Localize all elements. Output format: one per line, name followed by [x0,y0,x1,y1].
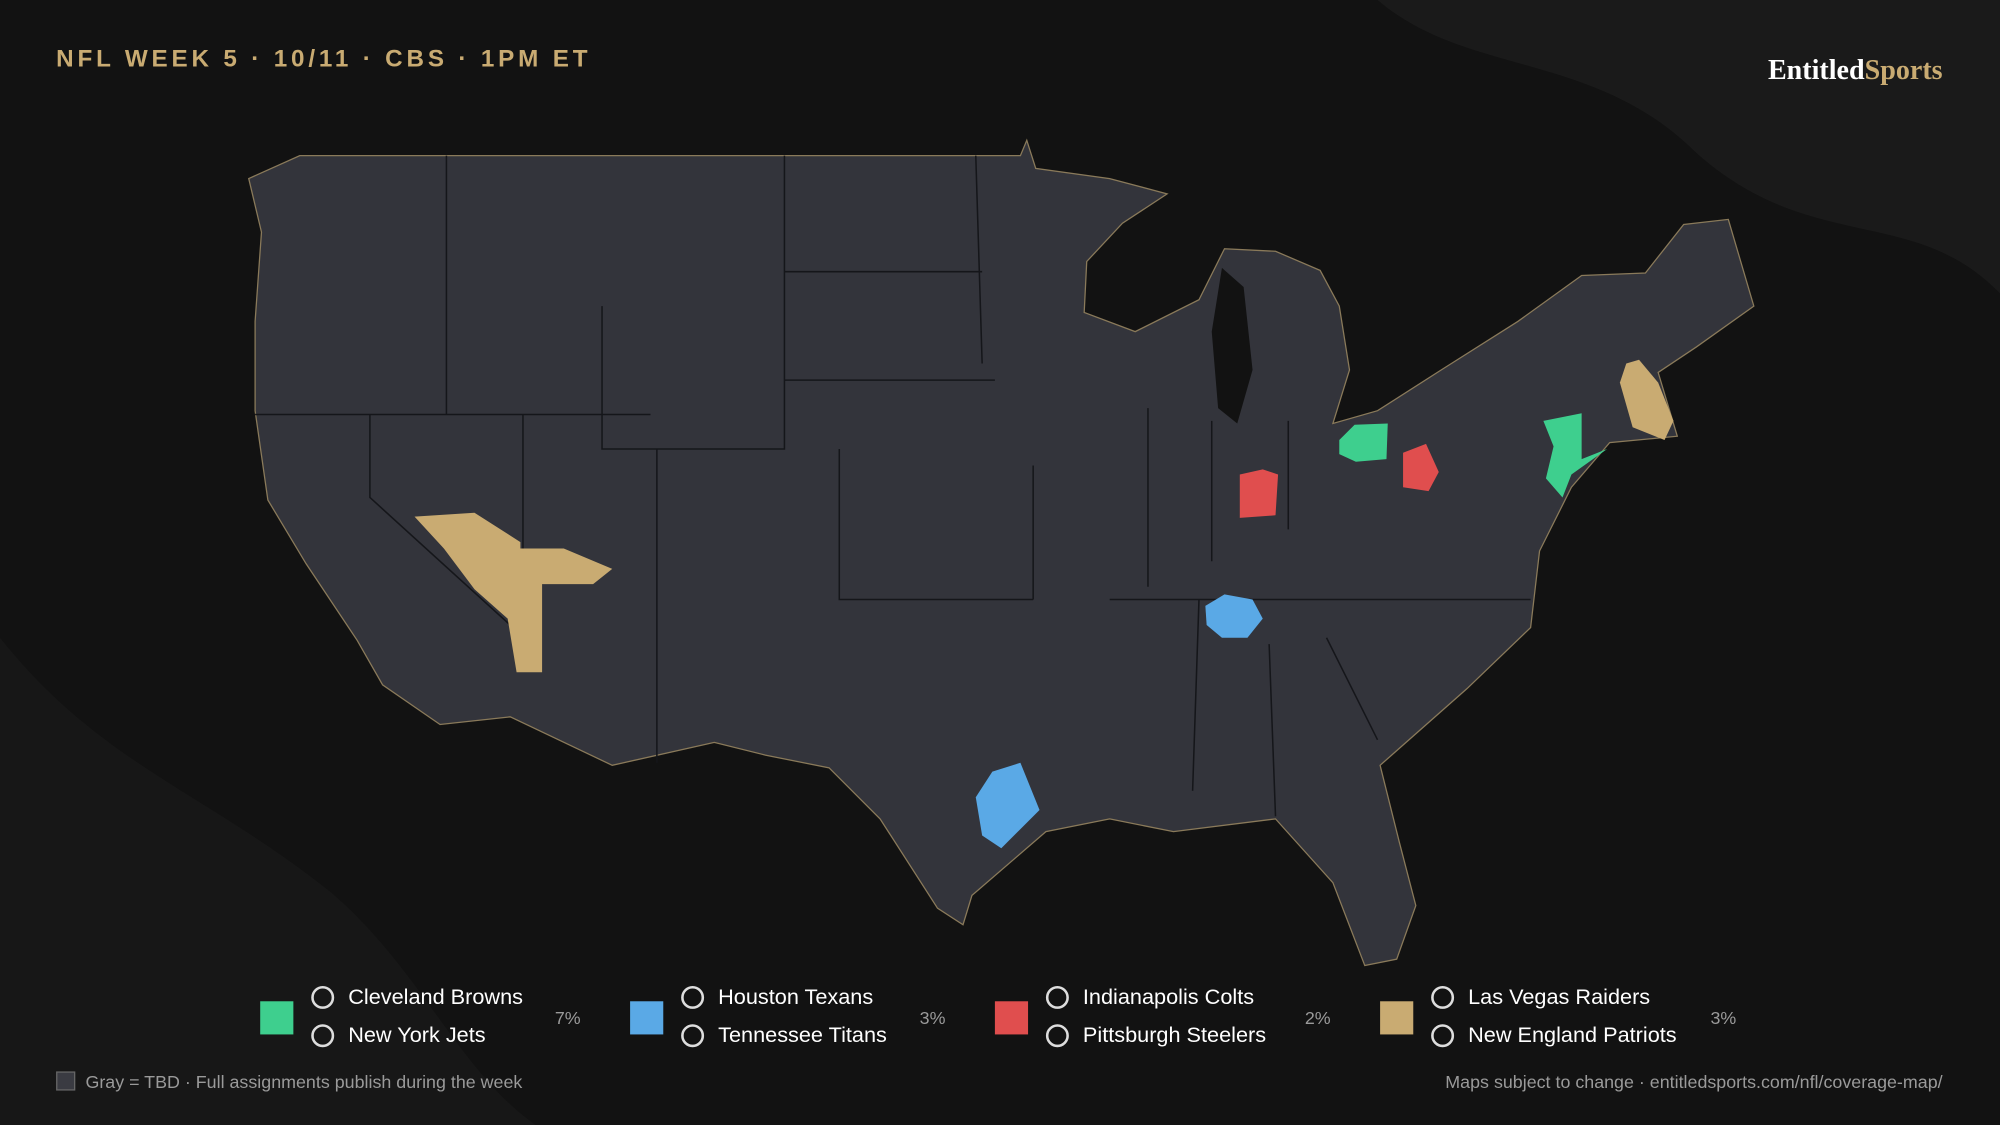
legend-swatch [1380,1001,1414,1035]
team-name: Tennessee Titans [718,1022,887,1048]
region [1339,423,1388,462]
share: 3% [919,1007,946,1029]
team-icon [1431,985,1455,1009]
region [1543,413,1608,498]
brand: EntitledSports [1768,54,1943,87]
share: 7% [554,1007,581,1029]
regions [414,359,1674,849]
lake-michigan [1211,267,1253,424]
team-name: Cleveland Browns [348,984,523,1009]
legend-swatch [630,1001,664,1035]
team-icon [311,1024,335,1048]
team-name: Pittsburgh Steelers [1082,1022,1267,1048]
brand-first: Entitled [1767,53,1865,86]
legend-swatch [994,1001,1029,1035]
title: NFL WEEK 5 · 10/11 · CBS · 1PM ET [56,45,592,73]
note-text: Gray = TBD · Full assignments publish du… [85,1071,523,1092]
team-name: Las Vegas Raiders [1468,984,1651,1009]
brand-second: Sports [1864,53,1943,86]
share: 3% [1710,1007,1737,1029]
team-icon [1045,985,1069,1009]
share: 2% [1304,1007,1331,1029]
tbd-swatch [56,1071,76,1091]
team-name: Houston Texans [718,984,874,1009]
team-icon [681,1024,705,1048]
region [975,762,1040,849]
region [1205,594,1263,638]
region [1619,359,1674,441]
footer-source: Maps subject to change · entitledsports.… [1445,1071,1943,1092]
state-lines [255,155,1531,817]
region [1403,443,1439,492]
footer-note: Gray = TBD · Full assignments publish du… [56,1071,523,1092]
bg-shape [1377,0,2000,294]
team-icon [1045,1024,1069,1048]
legend-swatch [260,1001,294,1035]
region [1239,469,1279,518]
team-name: New England Patriots [1468,1022,1677,1048]
us-outline [247,138,1755,967]
team-name: New York Jets [348,1022,486,1048]
team-icon [681,985,705,1009]
bg-shape [0,637,536,1125]
team-name: Indianapolis Colts [1082,984,1255,1009]
team-icon [311,985,335,1009]
region [414,512,613,673]
team-icon [1431,1024,1455,1048]
